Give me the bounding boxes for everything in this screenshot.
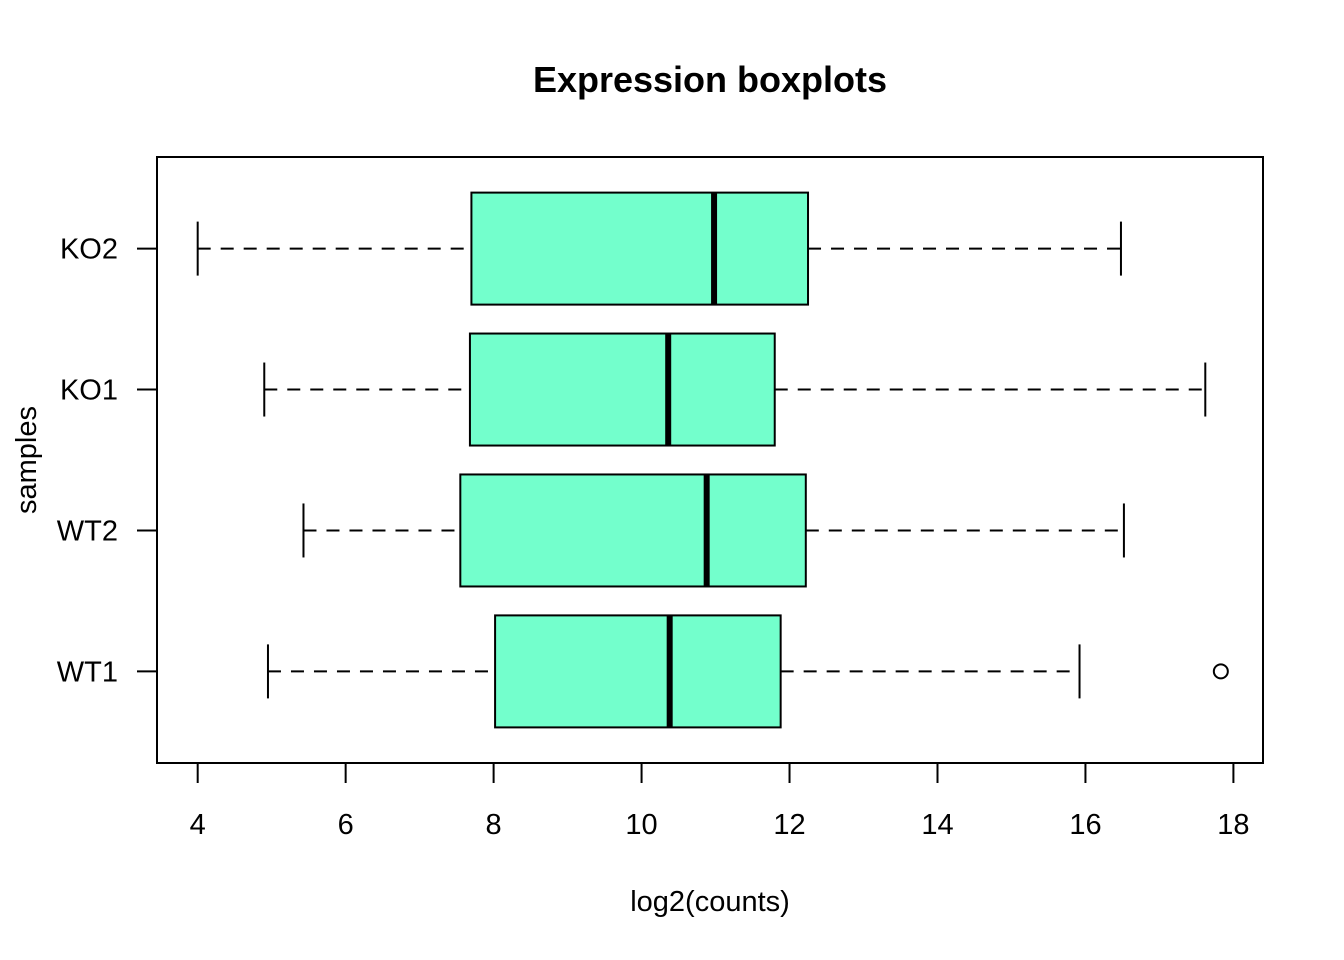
- x-axis-label: log2(counts): [630, 886, 790, 918]
- x-tick-label: 4: [190, 809, 206, 841]
- x-tick-label: 18: [1217, 809, 1249, 841]
- outlier-point: [1212, 663, 1229, 680]
- box-iqr: [470, 191, 810, 306]
- y-axis: WT1 WT2 KO1 KO2: [57, 234, 158, 688]
- box-iqr: [494, 614, 782, 729]
- x-tick-label: 10: [625, 809, 657, 841]
- y-tick-label: KO1: [60, 375, 118, 407]
- x-tick-label: 8: [486, 809, 502, 841]
- y-tick-label: KO2: [60, 234, 118, 266]
- x-tick-label: 6: [338, 809, 354, 841]
- x-axis: 4 6 8 10 12 14 16 18: [190, 762, 1250, 841]
- y-axis-label: samples: [11, 406, 43, 514]
- boxes-layer: [196, 191, 1229, 729]
- x-tick-label: 16: [1069, 809, 1101, 841]
- box-ko2: [196, 191, 1122, 306]
- x-tick-label: 12: [773, 809, 805, 841]
- y-tick-label: WT2: [57, 515, 118, 547]
- x-tick-label: 14: [921, 809, 953, 841]
- chart-title: Expression boxplots: [533, 59, 887, 100]
- box-iqr: [468, 332, 776, 447]
- box-wt2: [302, 473, 1125, 588]
- y-tick-label: WT1: [57, 656, 118, 688]
- box-iqr: [459, 473, 807, 588]
- box-wt1: [266, 614, 1229, 729]
- box-ko1: [263, 332, 1207, 447]
